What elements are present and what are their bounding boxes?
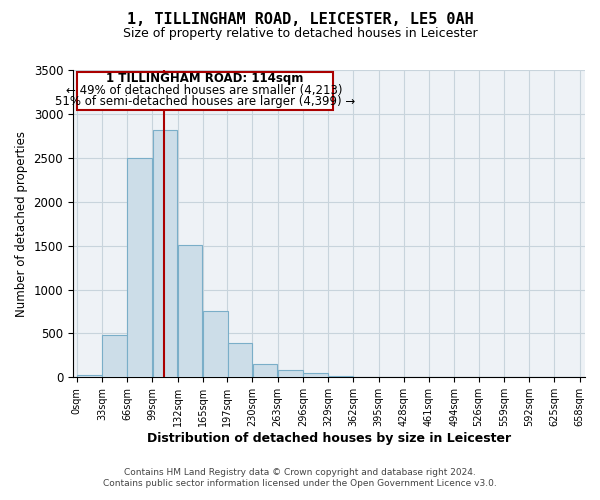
Bar <box>303 372 328 378</box>
Text: Contains HM Land Registry data © Crown copyright and database right 2024.
Contai: Contains HM Land Registry data © Crown c… <box>103 468 497 487</box>
X-axis label: Distribution of detached houses by size in Leicester: Distribution of detached houses by size … <box>147 432 511 445</box>
Bar <box>253 364 277 378</box>
Text: Size of property relative to detached houses in Leicester: Size of property relative to detached ho… <box>122 28 478 40</box>
Text: 1, TILLINGHAM ROAD, LEICESTER, LE5 0AH: 1, TILLINGHAM ROAD, LEICESTER, LE5 0AH <box>127 12 473 28</box>
Bar <box>102 335 127 378</box>
Bar <box>127 158 152 378</box>
Text: ← 49% of detached houses are smaller (4,213): ← 49% of detached houses are smaller (4,… <box>67 84 343 97</box>
Text: 51% of semi-detached houses are larger (4,399) →: 51% of semi-detached houses are larger (… <box>55 96 355 108</box>
Bar <box>152 130 177 378</box>
Bar <box>278 370 302 378</box>
Bar <box>203 312 228 378</box>
FancyBboxPatch shape <box>77 72 333 110</box>
Text: 1 TILLINGHAM ROAD: 114sqm: 1 TILLINGHAM ROAD: 114sqm <box>106 72 304 85</box>
Bar <box>178 244 202 378</box>
Bar <box>77 375 101 378</box>
Bar <box>328 376 353 378</box>
Y-axis label: Number of detached properties: Number of detached properties <box>15 130 28 316</box>
Bar <box>227 343 252 378</box>
